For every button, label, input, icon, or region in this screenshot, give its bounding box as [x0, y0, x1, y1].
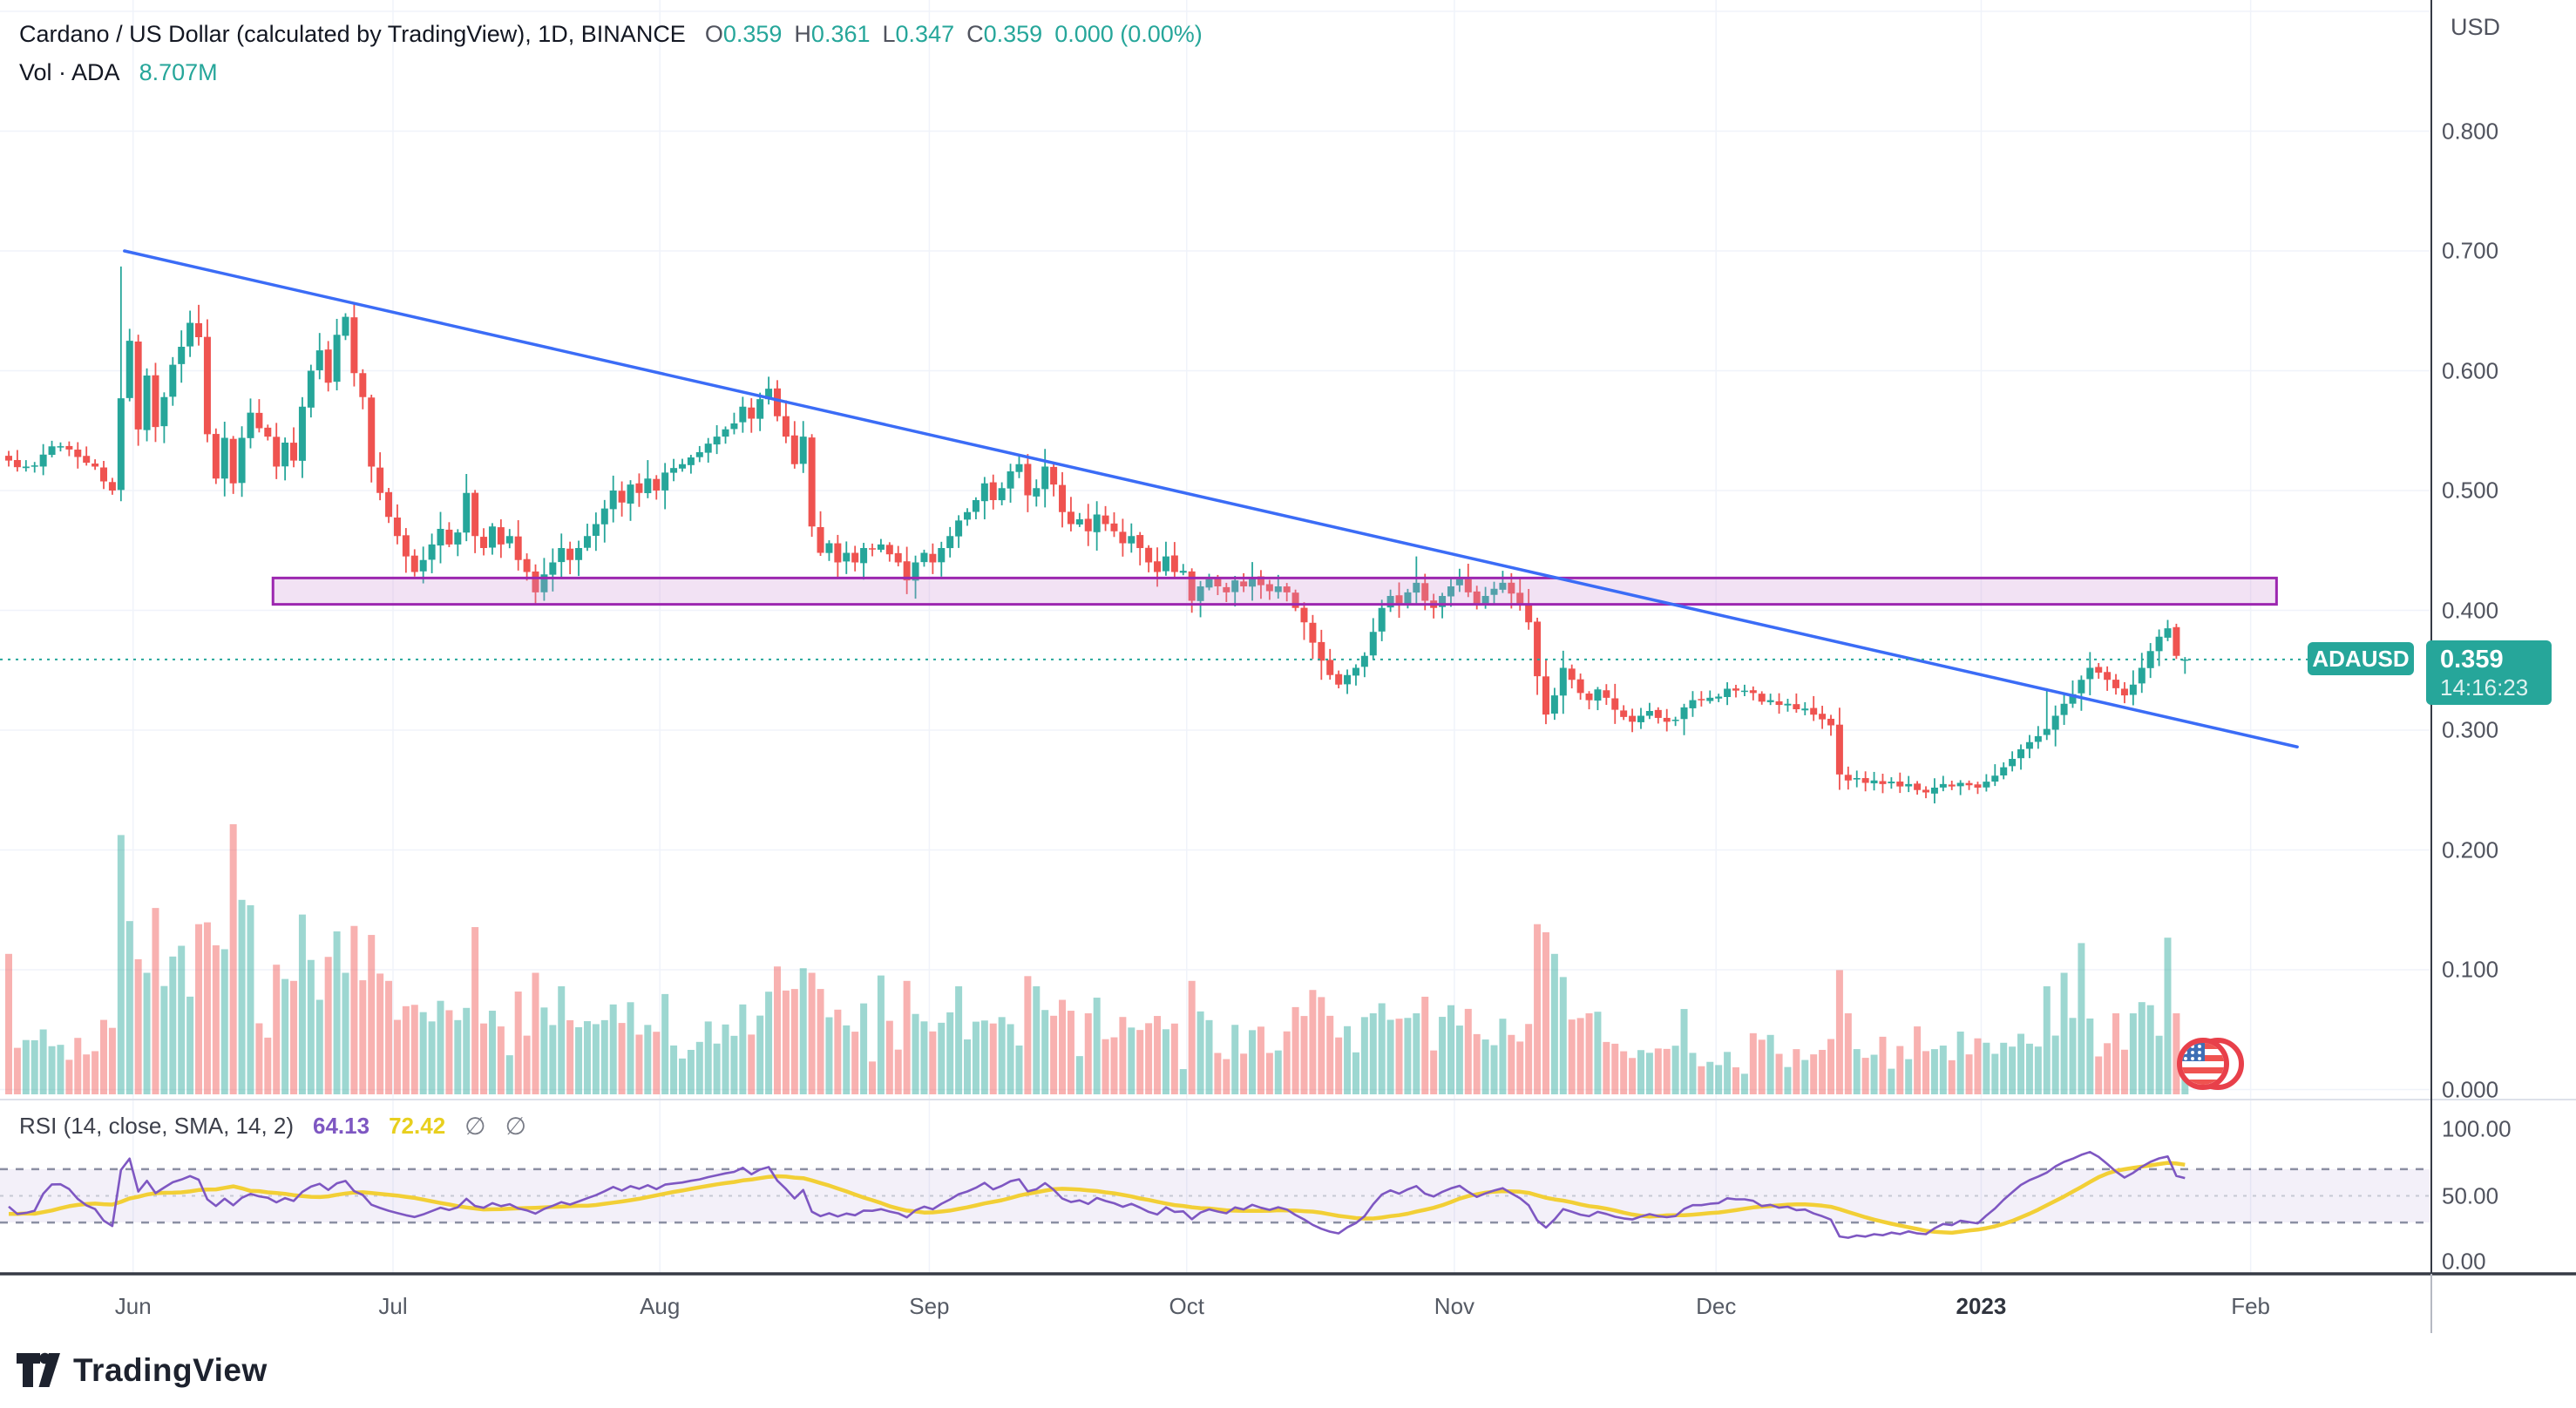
time-tick-label: Sep	[909, 1293, 950, 1319]
time-tick-label: Dec	[1696, 1293, 1737, 1319]
price-tick-label: 0.000	[2442, 1076, 2499, 1102]
rsi-value: 64.13	[313, 1113, 370, 1139]
price-tick-label: 0.700	[2442, 237, 2499, 264]
symbol-legend-row[interactable]: Cardano / US Dollar (calculated by Tradi…	[19, 21, 1203, 48]
candles-layer	[5, 266, 2189, 804]
rsi-tick-label: 0.00	[2442, 1248, 2486, 1275]
rsi-line	[8, 1150, 2186, 1239]
tradingview-logo[interactable]: TradingView	[16, 1350, 268, 1391]
pane-separators	[0, 0, 2576, 1333]
tradingview-logo-text: TradingView	[73, 1352, 268, 1388]
symbol-title: Cardano / US Dollar (calculated by Tradi…	[19, 21, 686, 47]
volume-label: Vol · ADA	[19, 59, 120, 85]
rsi-legend[interactable]: RSI (14, close, SMA, 14, 2) 64.13 72.42 …	[19, 1112, 526, 1141]
close-value: 0.359	[983, 21, 1043, 47]
empty-set-icon: ∅	[464, 1113, 486, 1140]
time-tick-label: Jun	[114, 1293, 152, 1319]
last-price-value: 0.359	[2440, 646, 2504, 674]
low-label: L	[882, 21, 896, 47]
time-tick-label: 2023	[1956, 1293, 2007, 1319]
price-tick-label: 0.600	[2442, 357, 2499, 383]
low-value: 0.347	[895, 21, 955, 47]
high-value: 0.361	[810, 21, 871, 47]
rsi-plot	[8, 1150, 2186, 1239]
time-tick-label: Oct	[1169, 1293, 1204, 1319]
high-label: H	[794, 21, 811, 47]
tradingview-logo-icon	[17, 1352, 60, 1387]
rsi-tick-label: 50.00	[2442, 1182, 2499, 1208]
open-label: O	[704, 21, 723, 47]
open-value: 0.359	[722, 21, 783, 47]
time-tick-label: Nov	[1434, 1293, 1475, 1319]
bar-countdown: 14:16:23	[2440, 674, 2529, 701]
grid-layer	[0, 0, 2431, 1274]
time-tick-label: Feb	[2231, 1293, 2271, 1319]
price-tick-label: 0.500	[2442, 477, 2499, 504]
price-tick-label: 0.300	[2442, 716, 2499, 743]
resistance-zone[interactable]	[271, 576, 2278, 606]
volume-layer	[5, 824, 2189, 1094]
price-axis-currency: USD	[2451, 14, 2501, 40]
rsi-sma-value: 72.42	[389, 1113, 446, 1139]
price-tick-label: 0.800	[2442, 118, 2499, 144]
rsi-tick-label: 100.00	[2442, 1115, 2512, 1142]
volume-value: 8.707M	[139, 59, 218, 85]
price-tick-label: 0.400	[2442, 597, 2499, 623]
rsi-sma-line	[9, 1161, 2186, 1235]
price-tick-label: 0.200	[2442, 836, 2499, 863]
empty-set-icon: ∅	[505, 1113, 526, 1140]
price-tick-label: 0.100	[2442, 956, 2499, 983]
us-flag-icon[interactable]	[2177, 1038, 2244, 1090]
time-tick-label: Jul	[378, 1293, 408, 1319]
close-label: C	[966, 21, 984, 47]
symbol-legend: Cardano / US Dollar (calculated by Tradi…	[19, 21, 1203, 86]
descending-trendline[interactable]	[123, 249, 2299, 748]
price-line-symbol-label: ADAUSD	[2308, 642, 2414, 675]
time-tick-label: Aug	[640, 1293, 681, 1319]
rsi-name: RSI (14, close, SMA, 14, 2)	[19, 1113, 295, 1139]
last-price-label: 0.359 14:16:23	[2426, 640, 2552, 705]
volume-legend-row[interactable]: Vol · ADA 8.707M	[19, 59, 1203, 86]
change-value: 0.000 (0.00%)	[1054, 21, 1203, 47]
